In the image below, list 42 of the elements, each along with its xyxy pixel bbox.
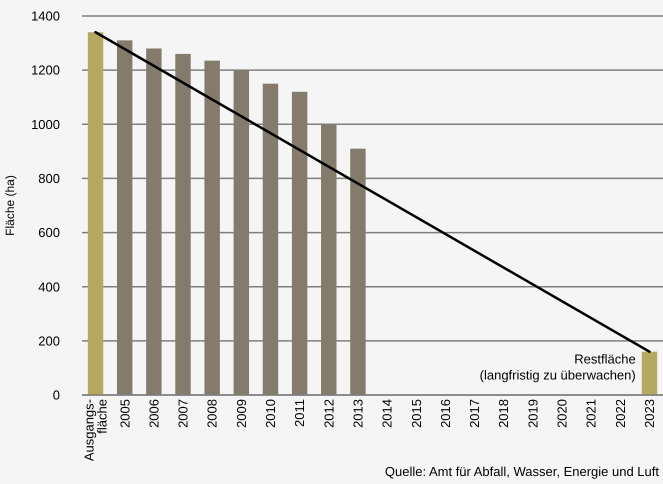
bar (292, 92, 308, 395)
bar (350, 148, 366, 395)
x-tick-label: 2008 (204, 399, 220, 428)
x-tick-label: 2020 (554, 399, 570, 428)
bar (146, 48, 162, 395)
x-tick-label: 2009 (234, 399, 249, 428)
x-tick-label: 2021 (584, 399, 599, 428)
y-tick-label: 800 (38, 170, 60, 186)
bar (175, 54, 191, 395)
y-tick-label: 400 (38, 279, 60, 294)
x-tick-label: 2005 (117, 399, 132, 428)
x-tick-label: 2019 (525, 399, 540, 428)
x-tick-label: 2011 (292, 399, 308, 427)
y-tick-label: 600 (38, 225, 60, 240)
y-axis-title: Fläche (ha) (3, 175, 17, 236)
bar (262, 84, 278, 395)
x-tick-label: 2007 (176, 399, 191, 428)
x-tick-label: 2010 (263, 399, 278, 428)
x-tick-label: 2022 (612, 399, 628, 428)
x-tick-label: 2014 (380, 399, 395, 428)
x-tick-label: 2018 (496, 399, 512, 428)
annotation: Restfläche (langfristig zu überwachen) (480, 352, 636, 383)
bar (116, 40, 132, 395)
x-tick-label: 2016 (438, 399, 453, 428)
x-tick-label: 2006 (146, 399, 162, 428)
bar (642, 352, 658, 395)
source-note: Quelle: Amt für Abfall, Wasser, Energie und Luft (384, 464, 660, 479)
bar (204, 60, 220, 395)
x-tick-label: 2023 (642, 399, 657, 428)
x-tick-label: 2015 (408, 399, 424, 428)
y-tick-label: 200 (38, 333, 60, 348)
bar (88, 32, 104, 395)
x-tick-label: 2017 (467, 399, 482, 428)
bar (321, 124, 336, 395)
x-tick-label: 2013 (350, 399, 366, 428)
y-tick-label: 1200 (31, 62, 60, 78)
y-tick-label: 1400 (31, 8, 60, 24)
x-tick-label: 2012 (321, 399, 336, 428)
y-tick-label: 1000 (31, 116, 60, 132)
bar (234, 70, 250, 395)
x-tick-label: Ausgangs- fläche (82, 399, 110, 462)
y-tick-label: 0 (52, 388, 60, 403)
